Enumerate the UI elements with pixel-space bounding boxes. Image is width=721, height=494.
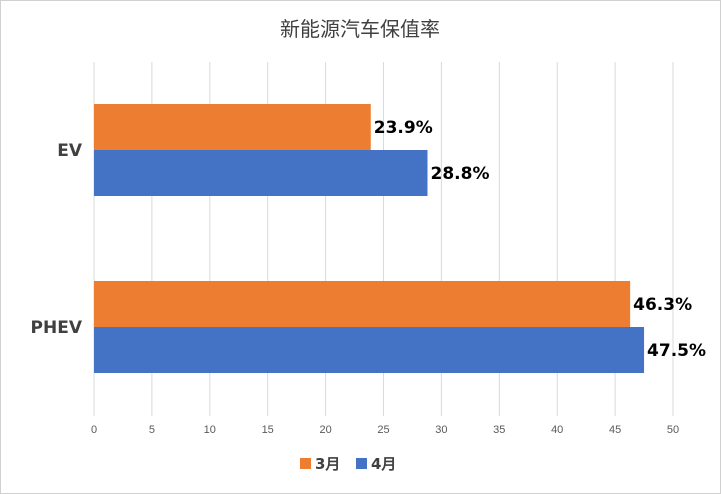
legend: 3月 4月 bbox=[300, 455, 396, 473]
data-label: 28.8% bbox=[431, 164, 490, 184]
bars bbox=[94, 104, 645, 373]
x-tick-label: 10 bbox=[204, 424, 216, 436]
x-tick-label: 30 bbox=[435, 424, 447, 436]
x-tick-label: 25 bbox=[377, 424, 389, 436]
bar bbox=[94, 281, 631, 327]
legend-label: 4月 bbox=[371, 455, 396, 473]
x-tick-label: 50 bbox=[667, 424, 679, 436]
legend-label: 3月 bbox=[315, 455, 340, 473]
x-tick-label: 45 bbox=[609, 424, 621, 436]
x-tick-label: 0 bbox=[91, 424, 97, 436]
data-label: 47.5% bbox=[647, 341, 706, 361]
data-label: 23.9% bbox=[374, 118, 433, 138]
data-labels: 23.9% 28.8% 46.3% 47.5% bbox=[374, 118, 706, 361]
chart-title: 新能源汽车保值率 bbox=[280, 17, 440, 41]
legend-swatch bbox=[300, 458, 311, 469]
category-labels: EV PHEV bbox=[31, 141, 83, 338]
bar bbox=[94, 327, 645, 373]
bar bbox=[94, 104, 371, 150]
x-tick-label: 35 bbox=[493, 424, 505, 436]
x-tick-label: 15 bbox=[262, 424, 274, 436]
legend-swatch bbox=[356, 458, 367, 469]
bar bbox=[94, 150, 428, 196]
category-label: PHEV bbox=[31, 318, 83, 338]
data-label: 46.3% bbox=[633, 295, 692, 315]
x-tick-label: 20 bbox=[319, 424, 331, 436]
x-axis-ticks: 0 5 10 15 20 25 30 35 40 45 50 bbox=[91, 424, 679, 436]
category-label: EV bbox=[57, 141, 83, 161]
x-tick-label: 40 bbox=[551, 424, 563, 436]
x-tick-label: 5 bbox=[149, 424, 155, 436]
